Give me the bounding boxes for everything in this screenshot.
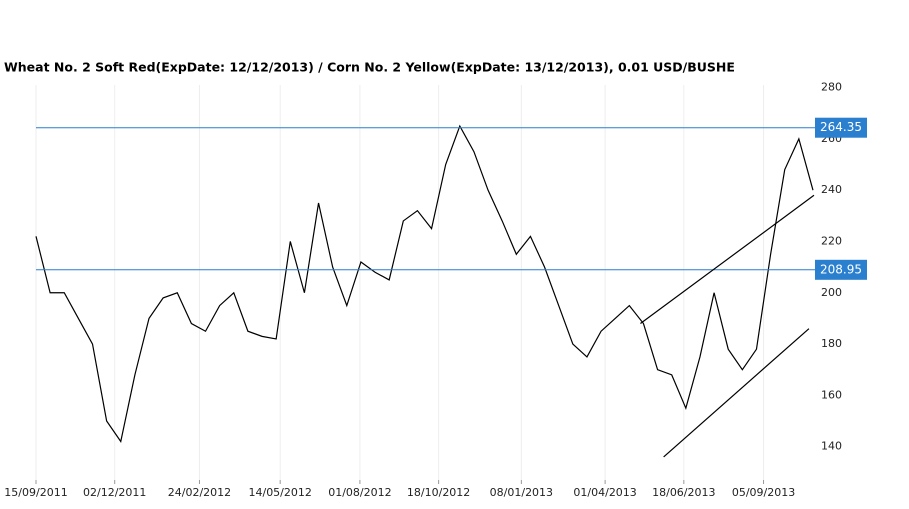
trend-line [663, 328, 810, 458]
series-line [35, 124, 814, 444]
y-tick-label: 180 [821, 337, 842, 350]
x-tick-label: 14/05/2012 [248, 486, 311, 499]
y-tick-label: 220 [821, 234, 842, 247]
level-label: 208.95 [820, 262, 862, 276]
y-tick-label: 280 [821, 81, 842, 94]
trend-line [640, 194, 815, 325]
y-tick-label: 200 [821, 286, 842, 299]
x-tick-label: 05/09/2013 [732, 486, 795, 499]
x-tick-label: 18/06/2013 [652, 486, 715, 499]
y-tick-label: 140 [821, 440, 842, 453]
level-label: 264.35 [820, 120, 862, 134]
y-tick-label: 240 [821, 183, 842, 196]
y-tick-label: 160 [821, 388, 842, 401]
chart-title: Wheat No. 2 Soft Red(ExpDate: 12/12/2013… [4, 60, 735, 75]
x-tick-label: 24/02/2012 [168, 486, 231, 499]
x-tick-label: 01/08/2012 [328, 486, 391, 499]
level-label-box [815, 259, 867, 280]
x-tick-label: 02/12/2011 [83, 486, 146, 499]
x-tick-label: 08/01/2013 [490, 486, 553, 499]
x-tick-label: 18/10/2012 [407, 486, 470, 499]
x-tick-label: 15/09/2011 [4, 486, 67, 499]
level-label-box [815, 117, 867, 138]
x-tick-label: 01/04/2013 [573, 486, 636, 499]
